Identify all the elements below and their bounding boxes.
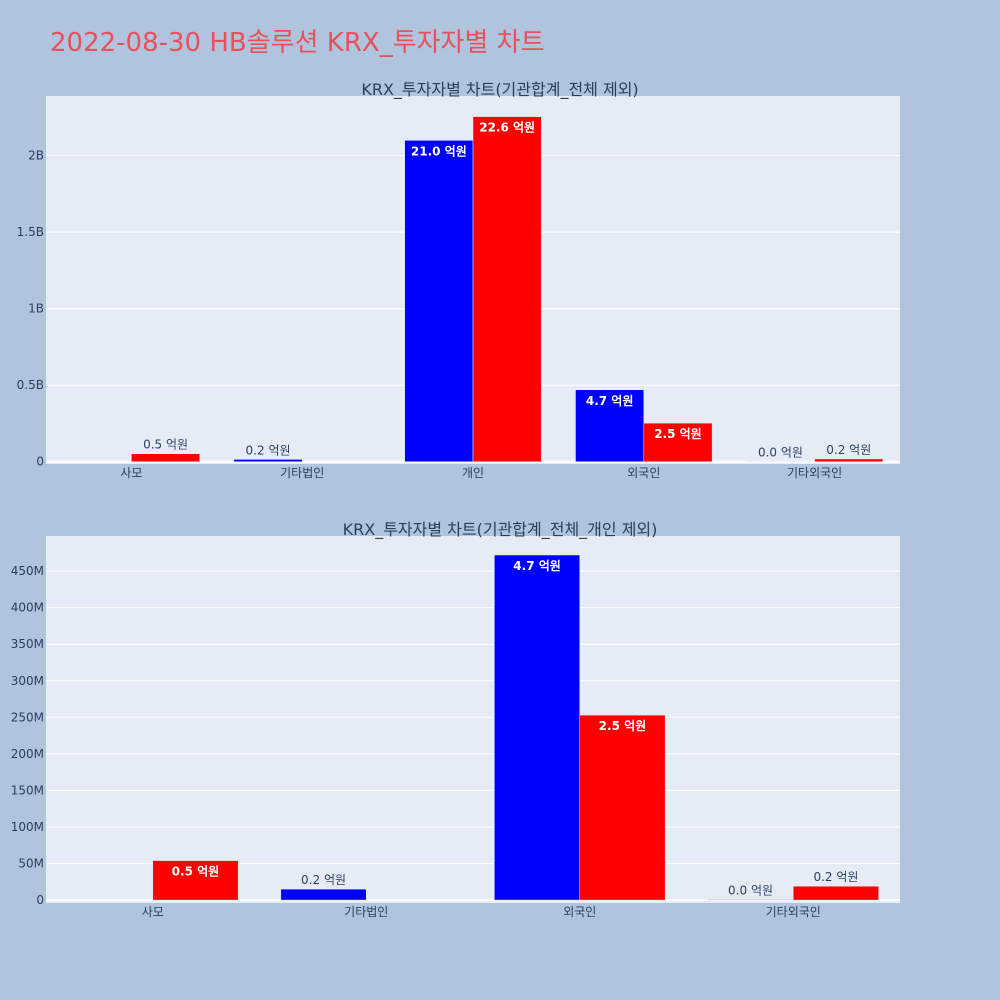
y-tick-label: 400M <box>11 601 44 615</box>
bar <box>707 899 794 901</box>
y-tick-label: 1.5B <box>17 225 44 239</box>
x-tick-label: 사모 <box>120 466 142 480</box>
x-tick-label: 기타법인 <box>280 466 324 480</box>
x-tick-label: 사모 <box>142 905 164 919</box>
bar <box>793 885 879 901</box>
y-tick-label: 50M <box>18 857 44 871</box>
y-tick-label: 0 <box>36 893 44 907</box>
bar <box>814 458 884 462</box>
y-tick-label: 1B <box>28 302 44 316</box>
y-tick-label: 0 <box>36 455 44 469</box>
bar <box>233 459 303 462</box>
data-label: 0.0 억원 <box>728 883 773 897</box>
data-label: 0.2 억원 <box>301 873 346 887</box>
bar <box>575 389 645 462</box>
data-label: 0.0 억원 <box>758 446 803 460</box>
bar <box>131 453 200 462</box>
x-tick-label: 기타외국인 <box>766 905 821 919</box>
y-tick-label: 450M <box>11 564 44 578</box>
data-label: 2.5 억원 <box>599 719 647 733</box>
data-label: 0.5 억원 <box>172 865 220 879</box>
x-tick-label: 외국인 <box>563 905 596 919</box>
y-tick-label: 350M <box>11 637 44 651</box>
x-tick-label: 기타외국인 <box>787 466 842 480</box>
data-label: 4.7 억원 <box>513 559 561 573</box>
bar <box>643 422 713 462</box>
y-tick-label: 2B <box>28 149 44 163</box>
data-label: 0.5 억원 <box>143 438 188 452</box>
y-tick-label: 200M <box>11 747 44 761</box>
chart-excluding-individuals: 0 50M 100M 150M 200M 250M 300M 350M 400M 450M KRX_… <box>11 520 900 919</box>
bar <box>494 554 581 901</box>
x-tick-label: 개인 <box>462 466 484 480</box>
chart-title: KRX_투자자별 차트(기관합계_전체_개인 제외) <box>343 520 658 540</box>
data-label: 21.0 억원 <box>411 144 467 158</box>
y-tick-label: 0.5B <box>17 378 44 392</box>
y-tick-label: 150M <box>11 783 44 797</box>
y-tick-label: 300M <box>11 674 44 688</box>
data-label: 0.2 억원 <box>813 870 858 884</box>
bar <box>280 888 367 901</box>
page-title: 2022-08-30 HB솔루션 KRX_투자자별 차트 <box>50 28 545 58</box>
x-tick-label: 외국인 <box>627 466 660 480</box>
data-label: 22.6 억원 <box>479 121 535 135</box>
y-tick-label: 100M <box>11 820 44 834</box>
bar <box>152 860 239 901</box>
data-label: 0.2 억원 <box>246 443 291 457</box>
plot-area <box>46 536 900 903</box>
data-label: 2.5 억원 <box>654 427 702 441</box>
x-tick-label: 기타법인 <box>344 905 388 919</box>
data-label: 0.2 억원 <box>826 443 871 457</box>
bar <box>404 140 474 462</box>
y-tick-label: 250M <box>11 710 44 724</box>
bar <box>472 116 542 462</box>
chart-title: KRX_투자자별 차트(기관합계_전체 제외) <box>361 80 638 100</box>
bar <box>579 714 666 901</box>
data-label: 4.7 억원 <box>586 394 634 408</box>
